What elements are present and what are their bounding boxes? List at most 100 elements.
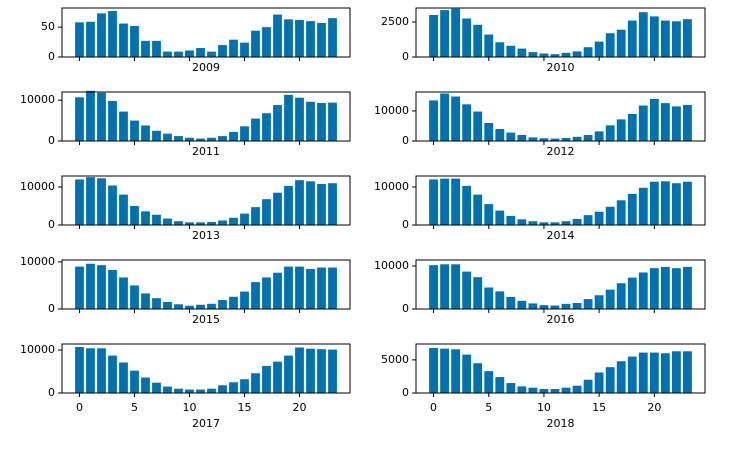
bar [251,30,260,57]
bar [429,15,438,57]
bar [561,221,571,225]
y-tick-label: 0 [48,386,55,399]
y-tick-label: 50 [41,20,55,33]
bar [451,8,461,57]
bar [185,389,194,393]
bar [572,136,582,141]
y-tick-label: 0 [48,134,55,147]
bar [240,42,249,57]
bar [119,277,128,309]
bar [328,349,337,393]
bar [627,113,637,141]
bar [572,51,582,57]
bar [152,130,161,141]
bar [506,215,516,225]
bar [273,192,282,225]
bar [638,105,648,141]
bar [683,19,692,57]
bar [517,300,527,309]
bar [495,377,505,393]
bar [240,379,249,393]
bar [671,21,681,57]
bar [451,178,461,225]
y-tick-label: 10000 [374,180,409,193]
bar [251,118,260,141]
bar [440,93,450,141]
bar [506,383,516,393]
bar [119,362,128,393]
bar [152,40,161,57]
bar [660,20,670,58]
y-tick-label: 2500 [381,15,409,28]
bar [97,265,106,309]
bar [429,347,438,393]
y-tick-label: 0 [48,50,55,63]
bar [539,389,549,393]
bar [649,98,659,141]
bar [240,291,249,309]
bar [583,379,593,393]
bar [451,264,461,309]
bar [671,106,681,141]
bar [484,122,494,141]
bar [97,178,106,225]
bar [306,348,315,393]
bar [660,181,670,225]
y-tick-label: 10000 [20,93,55,106]
bar [462,18,472,57]
bar [273,272,282,309]
x-axis-label: 2011 [192,145,220,158]
bar [550,389,560,393]
bar [328,102,337,141]
bar [251,207,260,225]
bar [86,348,95,393]
bar [451,96,461,141]
x-axis-label: 2013 [192,229,220,242]
bar [429,265,438,309]
bar [284,355,293,393]
y-tick-label: 0 [402,386,409,399]
bar [473,277,483,309]
bar [75,179,84,225]
bar [130,206,139,225]
subplot: 0 10000 2011 [20,90,351,158]
y-tick-label: 0 [402,50,409,63]
bar [517,386,527,393]
axes-frame [61,91,351,142]
x-tick-label: 0 [76,401,83,414]
y-tick-label: 10000 [374,104,409,117]
bar [484,34,494,57]
bar [262,199,271,225]
bar [163,386,172,393]
bar [528,387,538,393]
bar [141,293,150,309]
bar [218,300,227,309]
subplot: 0 10000 2014 [374,175,706,242]
x-tick-label: 15 [238,401,252,414]
x-axis-label: 2015 [192,313,220,326]
bar [649,268,659,309]
bar [495,210,505,225]
bar [473,363,483,393]
bar [605,33,615,57]
x-axis-label: 2010 [547,61,575,74]
axes-frame [61,259,351,310]
bar [495,42,505,57]
bar [152,214,161,225]
bar [196,304,205,309]
axes-frame [61,343,351,394]
bar [605,206,615,225]
bar [649,181,659,225]
bar [638,272,648,309]
bar [317,22,326,57]
bar [75,266,84,309]
x-axis-label: 2018 [547,417,575,430]
subplot: 0 10000 0 5 10 15 20 2017 [20,343,351,430]
bar [86,21,95,57]
bar [218,45,227,57]
bar [130,370,139,393]
bar [108,269,117,309]
bar [306,181,315,225]
bar [317,103,326,141]
